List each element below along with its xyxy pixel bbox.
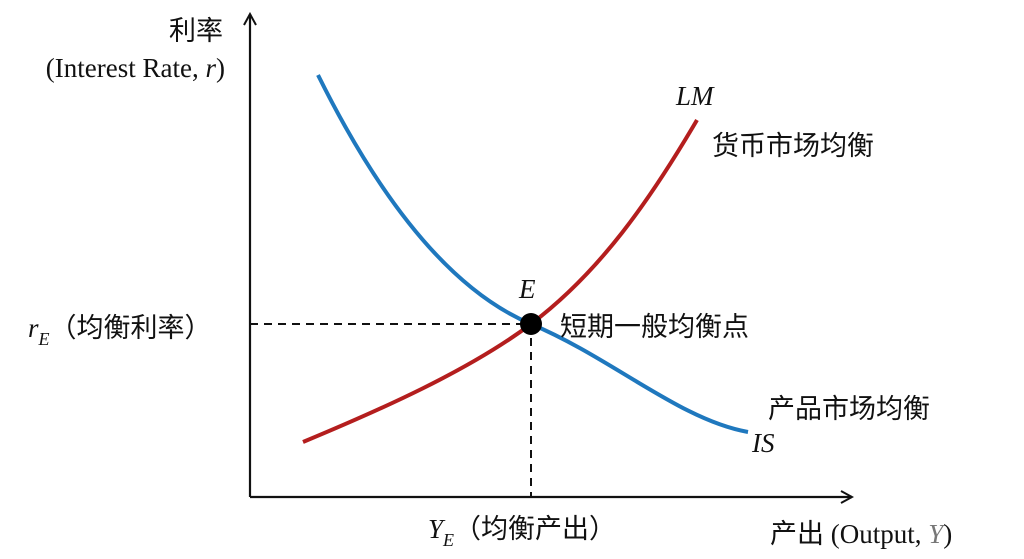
is-desc: 产品市场均衡 [768, 394, 930, 424]
y-e-label: YE（均衡产出） [428, 514, 616, 550]
r-e-label: rE（均衡利率） [28, 313, 212, 349]
lm-curve [302, 118, 699, 444]
equilibrium-point [520, 313, 542, 335]
equilibrium-label: E [518, 274, 536, 304]
lm-desc: 货币市场均衡 [712, 131, 874, 161]
x-axis-label: 产出 (Output, Y) [770, 519, 952, 549]
y-axis-label-cn: 利率 [169, 16, 223, 46]
is-curve [316, 74, 749, 434]
equilibrium-desc: 短期一般均衡点 [560, 312, 749, 342]
is-label: IS [751, 428, 775, 458]
lm-label: LM [675, 81, 715, 111]
y-axis-label-en: (Interest Rate, r) [46, 53, 225, 83]
